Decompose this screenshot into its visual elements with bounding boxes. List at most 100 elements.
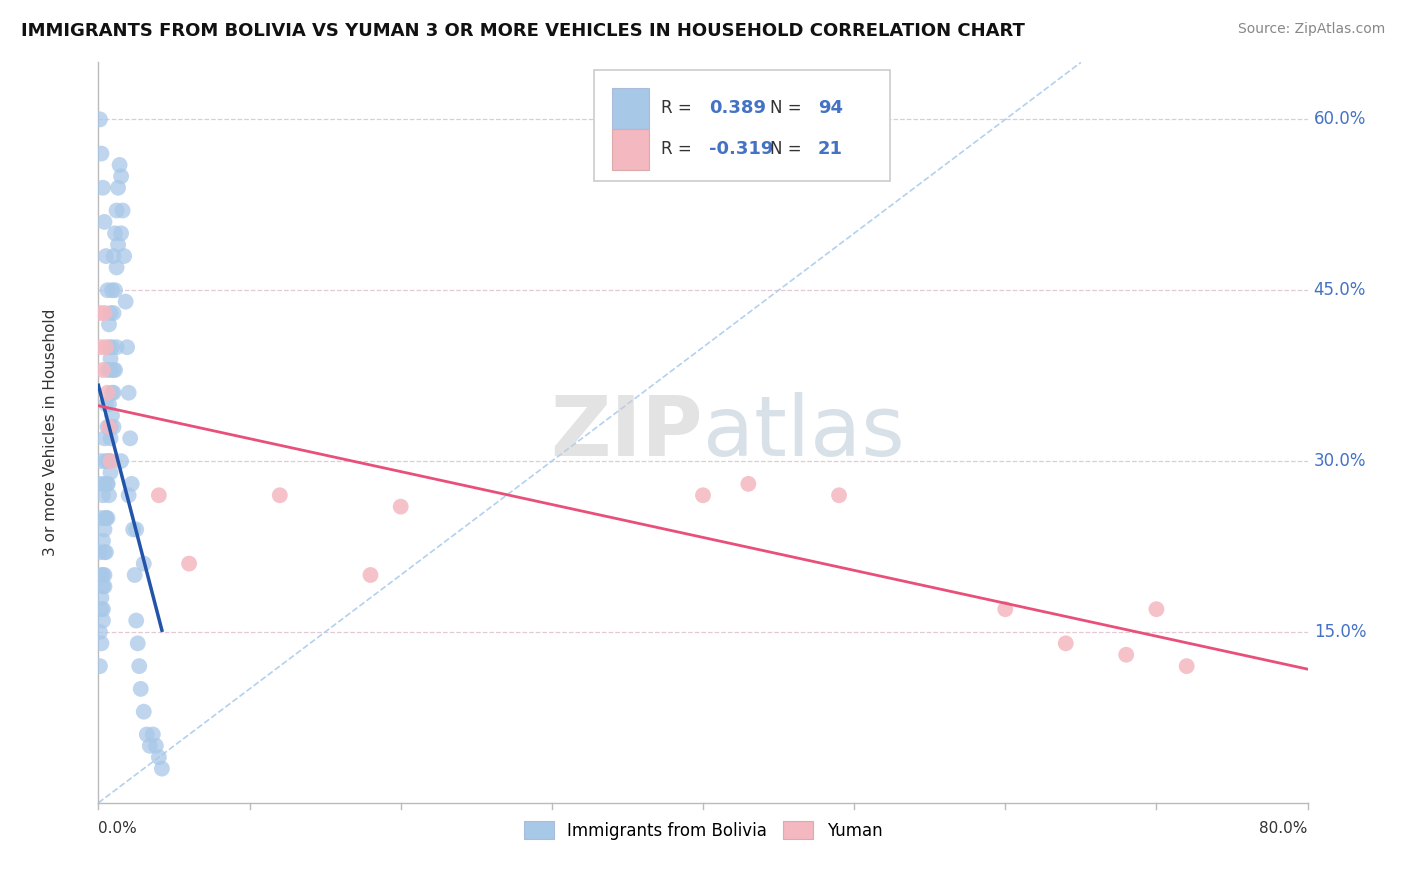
Point [91,180,114,194]
Point [93,215,115,229]
Point [110,454,132,468]
Point [89,112,111,127]
Point [94,454,117,468]
Point [692,488,714,502]
Point [132,557,155,571]
Point [104,283,127,297]
Point [93,476,115,491]
Point [1115,648,1137,662]
Point [389,500,412,514]
Point [269,488,291,502]
Point [98,340,121,354]
Point [101,283,124,297]
Point [103,249,125,263]
Point [94,545,117,559]
Point [139,739,162,753]
Point [89,476,111,491]
Point [111,203,134,218]
Point [360,568,382,582]
Point [94,340,117,354]
Point [125,614,148,628]
Point [103,363,125,377]
Text: 30.0%: 30.0% [1313,452,1367,470]
Point [104,227,127,241]
Point [93,545,115,559]
Text: 3 or more Vehicles in Household: 3 or more Vehicles in Household [42,309,58,557]
Point [107,237,129,252]
Point [148,488,170,502]
Point [107,180,129,194]
Text: ZIP: ZIP [551,392,703,473]
Point [98,318,121,332]
Point [93,523,115,537]
Point [118,488,141,502]
Point [110,227,132,241]
Point [100,466,122,480]
Point [93,568,115,582]
Point [93,306,115,320]
Point [100,351,122,366]
Point [129,681,152,696]
Point [89,545,111,559]
Point [101,385,124,400]
Point [110,169,132,184]
Text: R =: R = [661,140,697,158]
Point [94,511,117,525]
Point [96,476,118,491]
Point [89,306,111,320]
Point [89,624,111,639]
Point [91,533,114,548]
Point [94,511,117,525]
Point [121,476,143,491]
Point [112,249,135,263]
Point [90,602,112,616]
Text: 80.0%: 80.0% [1260,822,1308,837]
Point [98,488,121,502]
Point [124,568,146,582]
Point [114,294,136,309]
Text: 0.0%: 0.0% [98,822,138,837]
Point [89,659,111,673]
Point [100,306,122,320]
Point [132,705,155,719]
Point [98,454,121,468]
Point [93,579,115,593]
Text: R =: R = [661,99,697,117]
Point [96,511,118,525]
Point [96,476,118,491]
Point [93,431,115,445]
Point [90,568,112,582]
Point [90,636,112,650]
Point [179,557,201,571]
Point [120,431,142,445]
Point [91,614,114,628]
Text: 94: 94 [818,99,842,117]
Point [90,146,112,161]
Point [145,739,167,753]
Point [100,420,122,434]
Point [90,454,112,468]
Point [98,397,121,411]
Text: N =: N = [769,99,807,117]
FancyBboxPatch shape [613,88,648,129]
Point [96,363,118,377]
Point [122,523,145,537]
Point [90,591,112,605]
Point [100,431,122,445]
Point [1144,602,1167,616]
Point [91,568,114,582]
Point [103,385,125,400]
Point [148,750,170,764]
Point [90,511,112,525]
Point [96,385,118,400]
Point [96,283,118,297]
Point [101,409,124,423]
Text: 60.0%: 60.0% [1313,111,1367,128]
Text: 45.0%: 45.0% [1313,281,1367,299]
Text: 0.389: 0.389 [709,99,766,117]
Point [128,659,150,673]
Point [105,340,128,354]
Legend: Immigrants from Bolivia, Yuman: Immigrants from Bolivia, Yuman [517,814,889,847]
Point [142,727,165,741]
Point [127,636,149,650]
